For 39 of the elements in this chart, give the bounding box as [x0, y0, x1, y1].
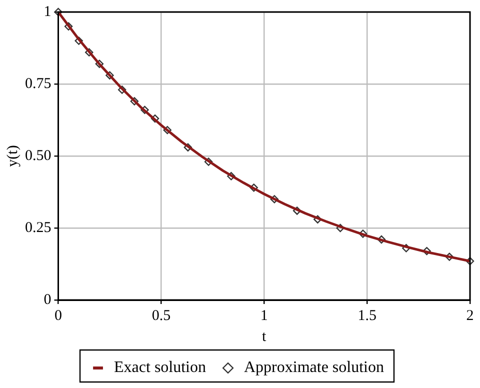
point — [270, 195, 279, 204]
point — [140, 106, 149, 114]
point — [466, 257, 474, 266]
point — [336, 224, 344, 232]
point — [74, 36, 83, 45]
y-tick-label: 0.50 — [25, 148, 52, 164]
x-tick-label: 1 — [260, 308, 268, 324]
point — [130, 97, 139, 106]
point — [150, 114, 160, 123]
x-tick-label: 0.5 — [152, 308, 171, 324]
y-tick-label: 0.25 — [25, 220, 52, 236]
x-axis-title: t — [262, 328, 268, 345]
point — [54, 8, 62, 16]
x-tick-label: 2 — [466, 308, 474, 324]
x-tick-label: 0 — [54, 308, 62, 324]
point — [402, 244, 410, 252]
y-axis-title: y(t) — [4, 145, 21, 167]
point — [358, 230, 368, 238]
point — [445, 252, 454, 261]
legend-label: Approximate solution — [244, 359, 384, 376]
point — [106, 71, 114, 80]
point — [314, 215, 322, 224]
legend-label: Exact solution — [114, 359, 206, 376]
point — [95, 60, 104, 68]
y-tick-label: 1 — [44, 4, 52, 20]
x-tick-label: 1.5 — [358, 308, 376, 324]
point — [204, 158, 213, 166]
point — [64, 22, 73, 30]
point — [184, 143, 192, 152]
point — [422, 246, 431, 256]
point — [163, 126, 172, 134]
y-tick-label: 0.75 — [25, 76, 52, 92]
point — [250, 184, 258, 192]
point — [377, 235, 386, 244]
point — [118, 86, 126, 94]
point — [292, 206, 302, 215]
y-tick-label: 0 — [44, 292, 52, 308]
point — [227, 172, 236, 180]
point — [85, 48, 94, 56]
